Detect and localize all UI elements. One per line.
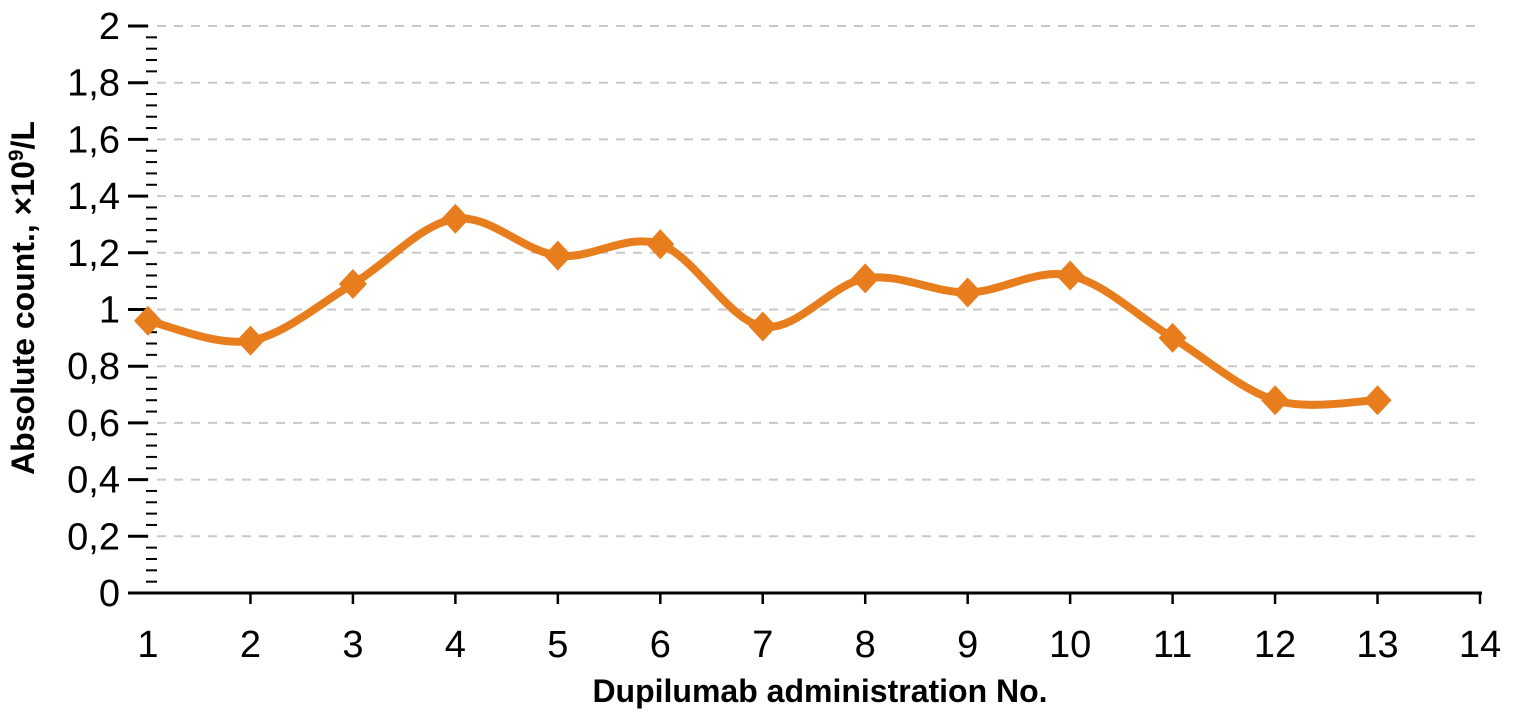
x-tick-label: 8 — [855, 624, 876, 666]
x-tick-label: 6 — [650, 624, 671, 666]
diamond-marker — [748, 311, 777, 342]
x-axis-tick-labels: 1 2 3 4 5 6 7 8 9 10 11 12 13 14 — [137, 624, 1501, 666]
diamond-marker — [543, 240, 572, 271]
y-tick-label: 1,2 — [67, 233, 120, 275]
y-tick-label: 0,4 — [67, 460, 120, 502]
y-tick-label: 0,6 — [67, 403, 120, 445]
data-point-markers — [134, 203, 1392, 416]
diamond-marker — [1261, 385, 1290, 416]
x-tick-label: 7 — [752, 624, 773, 666]
x-tick-label: 3 — [342, 624, 363, 666]
y-tick-label: 1,8 — [67, 63, 120, 105]
x-tick-label: 2 — [240, 624, 261, 666]
x-tick-label: 12 — [1254, 624, 1296, 666]
diamond-marker — [1158, 322, 1187, 353]
diamond-marker — [338, 268, 367, 299]
y-tick-label: 1,6 — [67, 119, 120, 161]
x-tick-label: 11 — [1153, 624, 1192, 666]
x-tick-label: 10 — [1049, 624, 1091, 666]
x-tick-label: 4 — [445, 624, 466, 666]
diamond-marker — [441, 203, 470, 234]
diamond-marker — [851, 263, 880, 294]
diamond-marker — [953, 277, 982, 308]
x-tick-label: 5 — [547, 624, 568, 666]
y-tick-label: 0,8 — [67, 346, 120, 388]
y-axis-minor-ticks — [146, 36, 157, 583]
x-tick-label: 14 — [1459, 624, 1501, 666]
y-tick-label: 2 — [99, 6, 120, 48]
diamond-marker — [1056, 260, 1085, 291]
y-axis-title: Absolute count., ×109/L — [5, 121, 42, 475]
x-axis-ticks — [249, 593, 1482, 604]
diamond-marker — [236, 325, 265, 356]
x-tick-label: 13 — [1356, 624, 1398, 666]
y-tick-label: 1 — [99, 290, 120, 332]
x-axis-title: Dupilumab administration No. — [592, 673, 1047, 709]
horizontal-gridlines — [140, 25, 1481, 538]
diamond-marker — [646, 229, 675, 260]
diamond-marker — [1363, 385, 1392, 416]
diamond-marker — [134, 305, 162, 336]
y-axis-tick-labels: 0 0,2 0,4 0,6 0,8 1 1,2 1,4 1,6 1,8 2 — [67, 6, 120, 615]
x-tick-label: 1 — [137, 624, 158, 666]
x-tick-label: 9 — [957, 624, 978, 666]
y-tick-label: 0,2 — [67, 516, 120, 558]
y-tick-label: 0 — [99, 573, 120, 615]
y-tick-label: 1,4 — [67, 176, 120, 218]
